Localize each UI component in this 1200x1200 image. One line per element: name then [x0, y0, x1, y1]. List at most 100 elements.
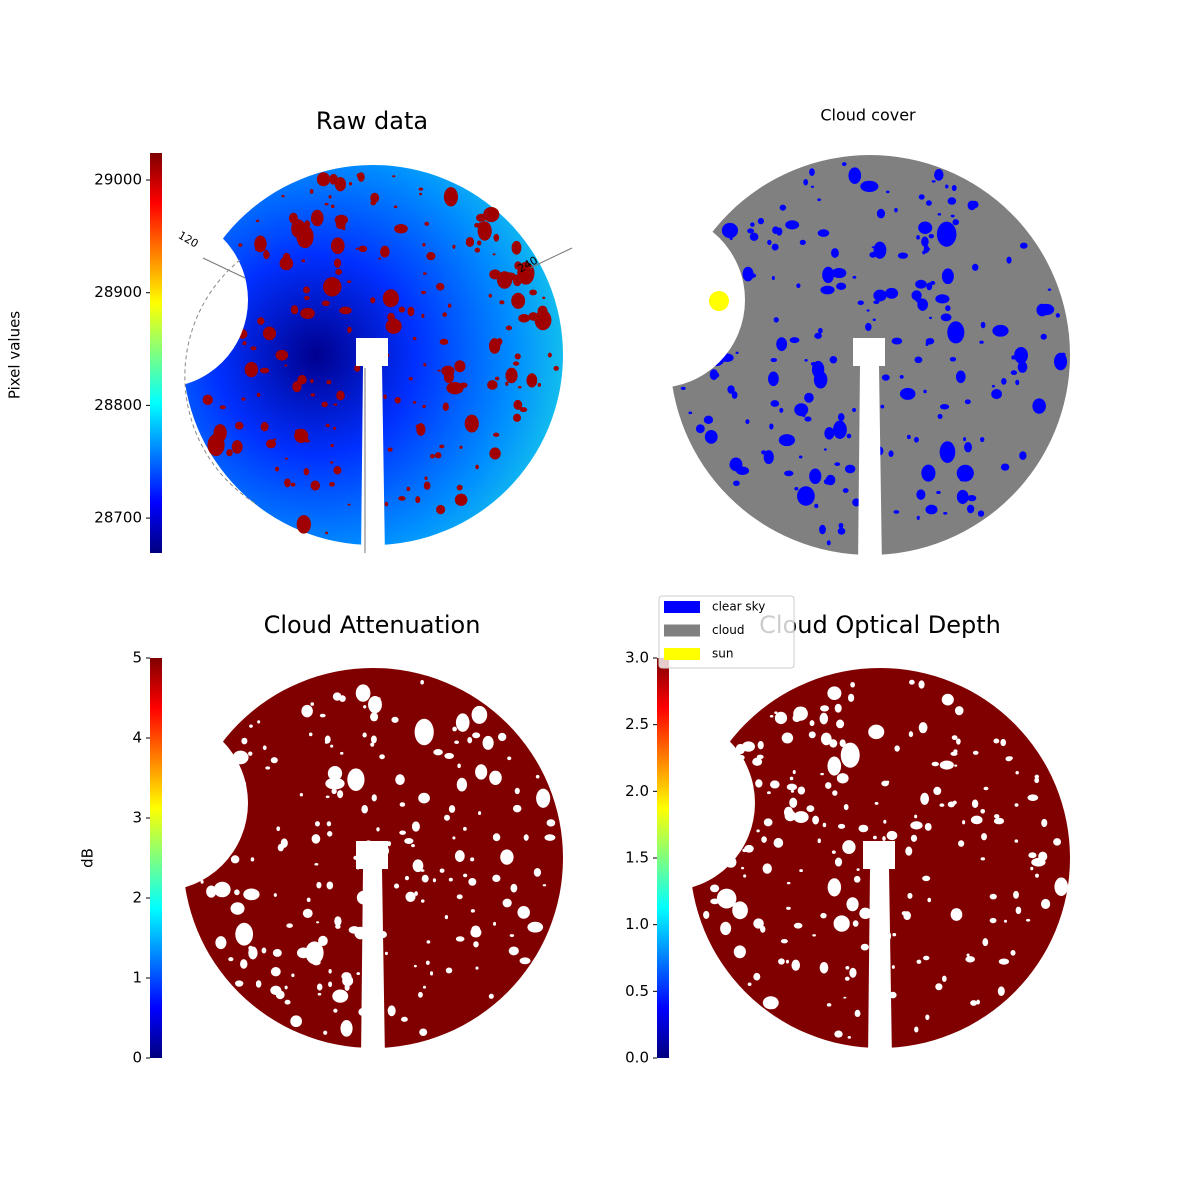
- sky-feature: [866, 309, 870, 312]
- sky-feature: [940, 313, 952, 322]
- sky-feature: [478, 811, 482, 816]
- sky-feature: [882, 836, 886, 841]
- sky-feature: [792, 770, 796, 775]
- sky-feature: [420, 899, 425, 903]
- sky-feature: [763, 450, 774, 465]
- colorbar-tick-label: 3: [132, 809, 142, 827]
- sky-feature: [771, 243, 779, 251]
- sky-feature: [284, 985, 288, 990]
- sky-feature: [770, 357, 778, 363]
- sky-feature: [981, 832, 987, 841]
- sky-feature: [789, 797, 798, 808]
- sky-feature: [786, 881, 791, 885]
- sky-feature: [472, 732, 481, 739]
- sky-feature: [956, 489, 969, 505]
- sky-feature: [931, 180, 936, 183]
- sky-feature: [518, 313, 530, 323]
- sky-feature: [927, 897, 932, 903]
- sky-feature: [837, 413, 845, 422]
- sky-feature: [846, 433, 852, 439]
- sky-feature: [324, 735, 331, 744]
- sky-feature: [941, 693, 954, 706]
- sky-feature: [452, 836, 456, 840]
- sky-feature: [947, 321, 965, 344]
- sky-feature: [261, 947, 267, 954]
- sky-feature: [993, 738, 1000, 744]
- sky-feature: [476, 213, 487, 222]
- sky-feature: [703, 910, 710, 919]
- sky-feature: [784, 470, 794, 477]
- sky-feature: [292, 380, 302, 393]
- sky-feature: [952, 219, 959, 226]
- sky-feature: [492, 874, 501, 883]
- sky-feature: [281, 195, 285, 198]
- sky-feature: [789, 337, 800, 344]
- sky-feature: [330, 744, 334, 748]
- sky-feature: [311, 209, 324, 227]
- sky-feature: [340, 751, 344, 755]
- sky-feature: [970, 1000, 978, 1006]
- sky-feature: [310, 702, 315, 706]
- sky-feature: [471, 925, 481, 935]
- sky-feature: [769, 780, 780, 789]
- sky-feature: [757, 740, 764, 750]
- sky-feature: [873, 300, 880, 305]
- sky-feature: [976, 999, 980, 1005]
- sky-feature: [763, 818, 773, 827]
- sky-feature: [391, 716, 399, 723]
- sky-feature: [333, 466, 342, 475]
- sky-feature: [934, 168, 944, 181]
- sky-feature: [910, 834, 918, 842]
- sky-feature: [474, 247, 481, 253]
- sky-feature: [1030, 866, 1034, 871]
- sky-feature: [769, 714, 774, 718]
- sky-feature: [980, 436, 985, 443]
- sky-feature: [259, 367, 270, 374]
- sky-feature: [265, 766, 271, 770]
- colorbar-tick-label: 28900: [94, 283, 142, 301]
- sky-feature: [977, 510, 985, 517]
- sky-feature: [812, 934, 816, 937]
- sky-feature: [839, 739, 846, 748]
- sky-feature: [1015, 906, 1022, 915]
- sky-feature: [1010, 370, 1018, 376]
- sky-feature: [418, 192, 423, 196]
- sky-feature: [355, 247, 359, 250]
- sky-feature: [327, 765, 343, 781]
- sky-feature: [908, 731, 914, 738]
- sky-feature: [1010, 950, 1016, 956]
- sky-feature: [316, 983, 323, 991]
- sky-feature: [284, 364, 288, 367]
- sky-feature: [843, 803, 849, 811]
- sky-feature: [880, 404, 885, 409]
- sky-feature: [333, 403, 338, 406]
- sky-feature: [394, 883, 400, 889]
- sky-feature: [241, 397, 246, 401]
- sky-feature: [228, 957, 234, 962]
- colorbar-tick-label: 28800: [94, 396, 142, 414]
- sky-feature: [767, 239, 772, 246]
- sky-feature: [304, 438, 310, 443]
- sky-feature: [964, 441, 972, 453]
- sky-feature: [945, 184, 949, 189]
- sky-feature: [235, 922, 254, 946]
- sky-feature: [871, 246, 875, 249]
- sky-feature: [244, 361, 259, 378]
- sky-feature: [915, 298, 923, 303]
- sky-feature: [226, 449, 233, 457]
- sky-feature: [741, 866, 745, 870]
- sky-feature: [370, 735, 377, 744]
- sky-image: [72, 668, 563, 1060]
- sky-feature: [489, 770, 502, 785]
- sky-feature: [304, 295, 310, 301]
- sky-feature: [206, 885, 217, 898]
- sky-feature: [1014, 839, 1019, 843]
- sky-feature: [825, 782, 832, 789]
- sky-feature: [925, 342, 929, 346]
- sky-feature: [779, 204, 787, 211]
- sky-feature: [745, 419, 750, 425]
- sky-feature: [336, 390, 345, 401]
- panel-title: Cloud Attenuation: [264, 611, 481, 639]
- panel: Raw data 28700 28800 28900 29000 Pixel values…: [6, 107, 573, 557]
- sky-feature: [202, 394, 213, 406]
